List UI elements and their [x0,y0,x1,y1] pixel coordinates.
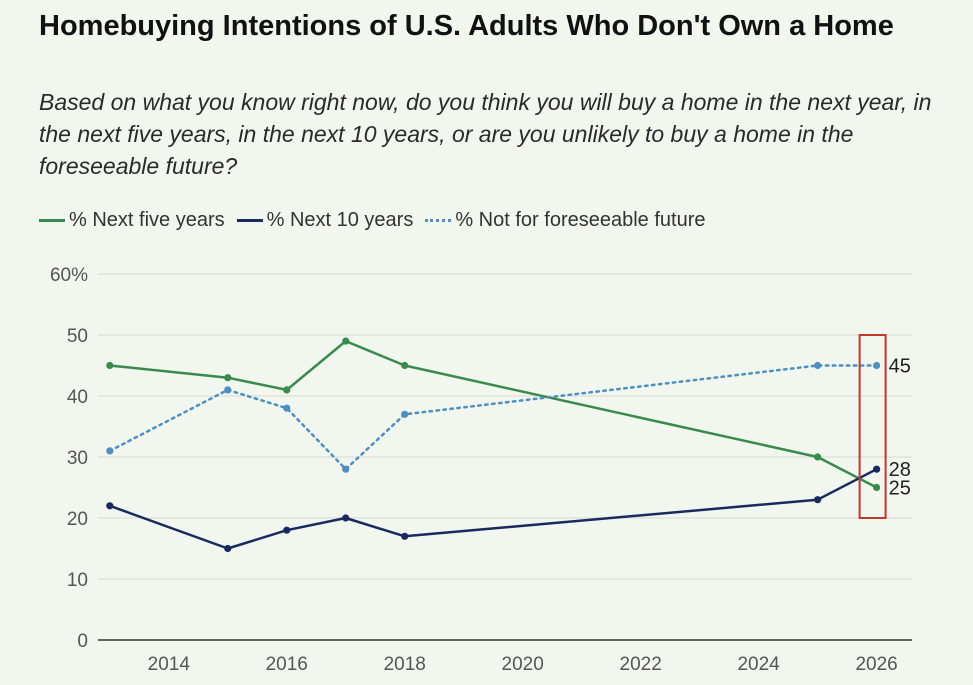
y-tick-label: 40 [67,387,88,408]
data-point [283,526,291,534]
chart-title: Homebuying Intentions of U.S. Adults Who… [39,10,894,42]
y-tick-label: 30 [67,448,88,469]
data-point [814,361,822,370]
y-tick-label: 10 [67,570,88,591]
series-line-1 [109,468,878,550]
end-value-label: 45 [889,356,911,378]
y-tick-label: 60% [50,265,88,286]
legend-label-next-five-years: % Next five years [69,208,225,231]
legend-swatch-next-10-years [236,218,263,222]
x-tick-label: 2016 [266,654,308,675]
y-tick-label: 20 [67,509,88,530]
data-point [401,410,409,418]
data-point [873,465,881,473]
x-tick-label: 2024 [737,654,780,675]
data-point [283,404,291,412]
x-tick-label: 2018 [384,654,426,675]
chart-subtitle: Based on what you know right now, do you… [39,89,932,179]
data-point [224,544,232,553]
end-value-label: 28 [889,459,911,481]
x-tick-label: 2014 [148,654,191,675]
data-point [873,361,881,370]
y-tick-label: 0 [77,631,88,652]
x-tick-label: 2022 [620,654,662,675]
legend-item-not-foreseeable: % Not for foreseeable future [425,209,705,232]
legend-swatch-not-foreseeable [425,218,452,222]
series-line-2 [108,364,878,471]
data-point [342,337,350,345]
chart-legend: % Next five years % Next 10 years % Not … [39,206,717,234]
legend-label-next-10-years: % Next 10 years [266,208,414,231]
series-line-0 [109,339,878,489]
data-point [342,514,350,522]
highlight-box [858,334,887,519]
data-point [283,386,291,394]
data-point [342,465,350,473]
data-point [106,502,114,510]
data-point [224,386,232,394]
data-point [401,361,409,370]
legend-item-next-five-years: % Next five years [39,209,225,232]
data-point [401,532,409,540]
legend-label-not-foreseeable: % Not for foreseeable future [455,208,706,231]
data-point [873,483,881,492]
data-point [224,374,232,382]
end-value-label: 25 [889,478,911,500]
data-point [106,447,114,455]
y-tick-label: 50 [67,326,88,347]
legend-item-next-10-years: % Next 10 years [236,208,414,232]
data-point [814,496,822,504]
x-tick-label: 2020 [502,654,544,675]
data-point [106,361,114,370]
legend-swatch-next-five-years [39,218,65,222]
data-point [814,453,822,461]
x-tick-label: 2026 [855,654,897,675]
